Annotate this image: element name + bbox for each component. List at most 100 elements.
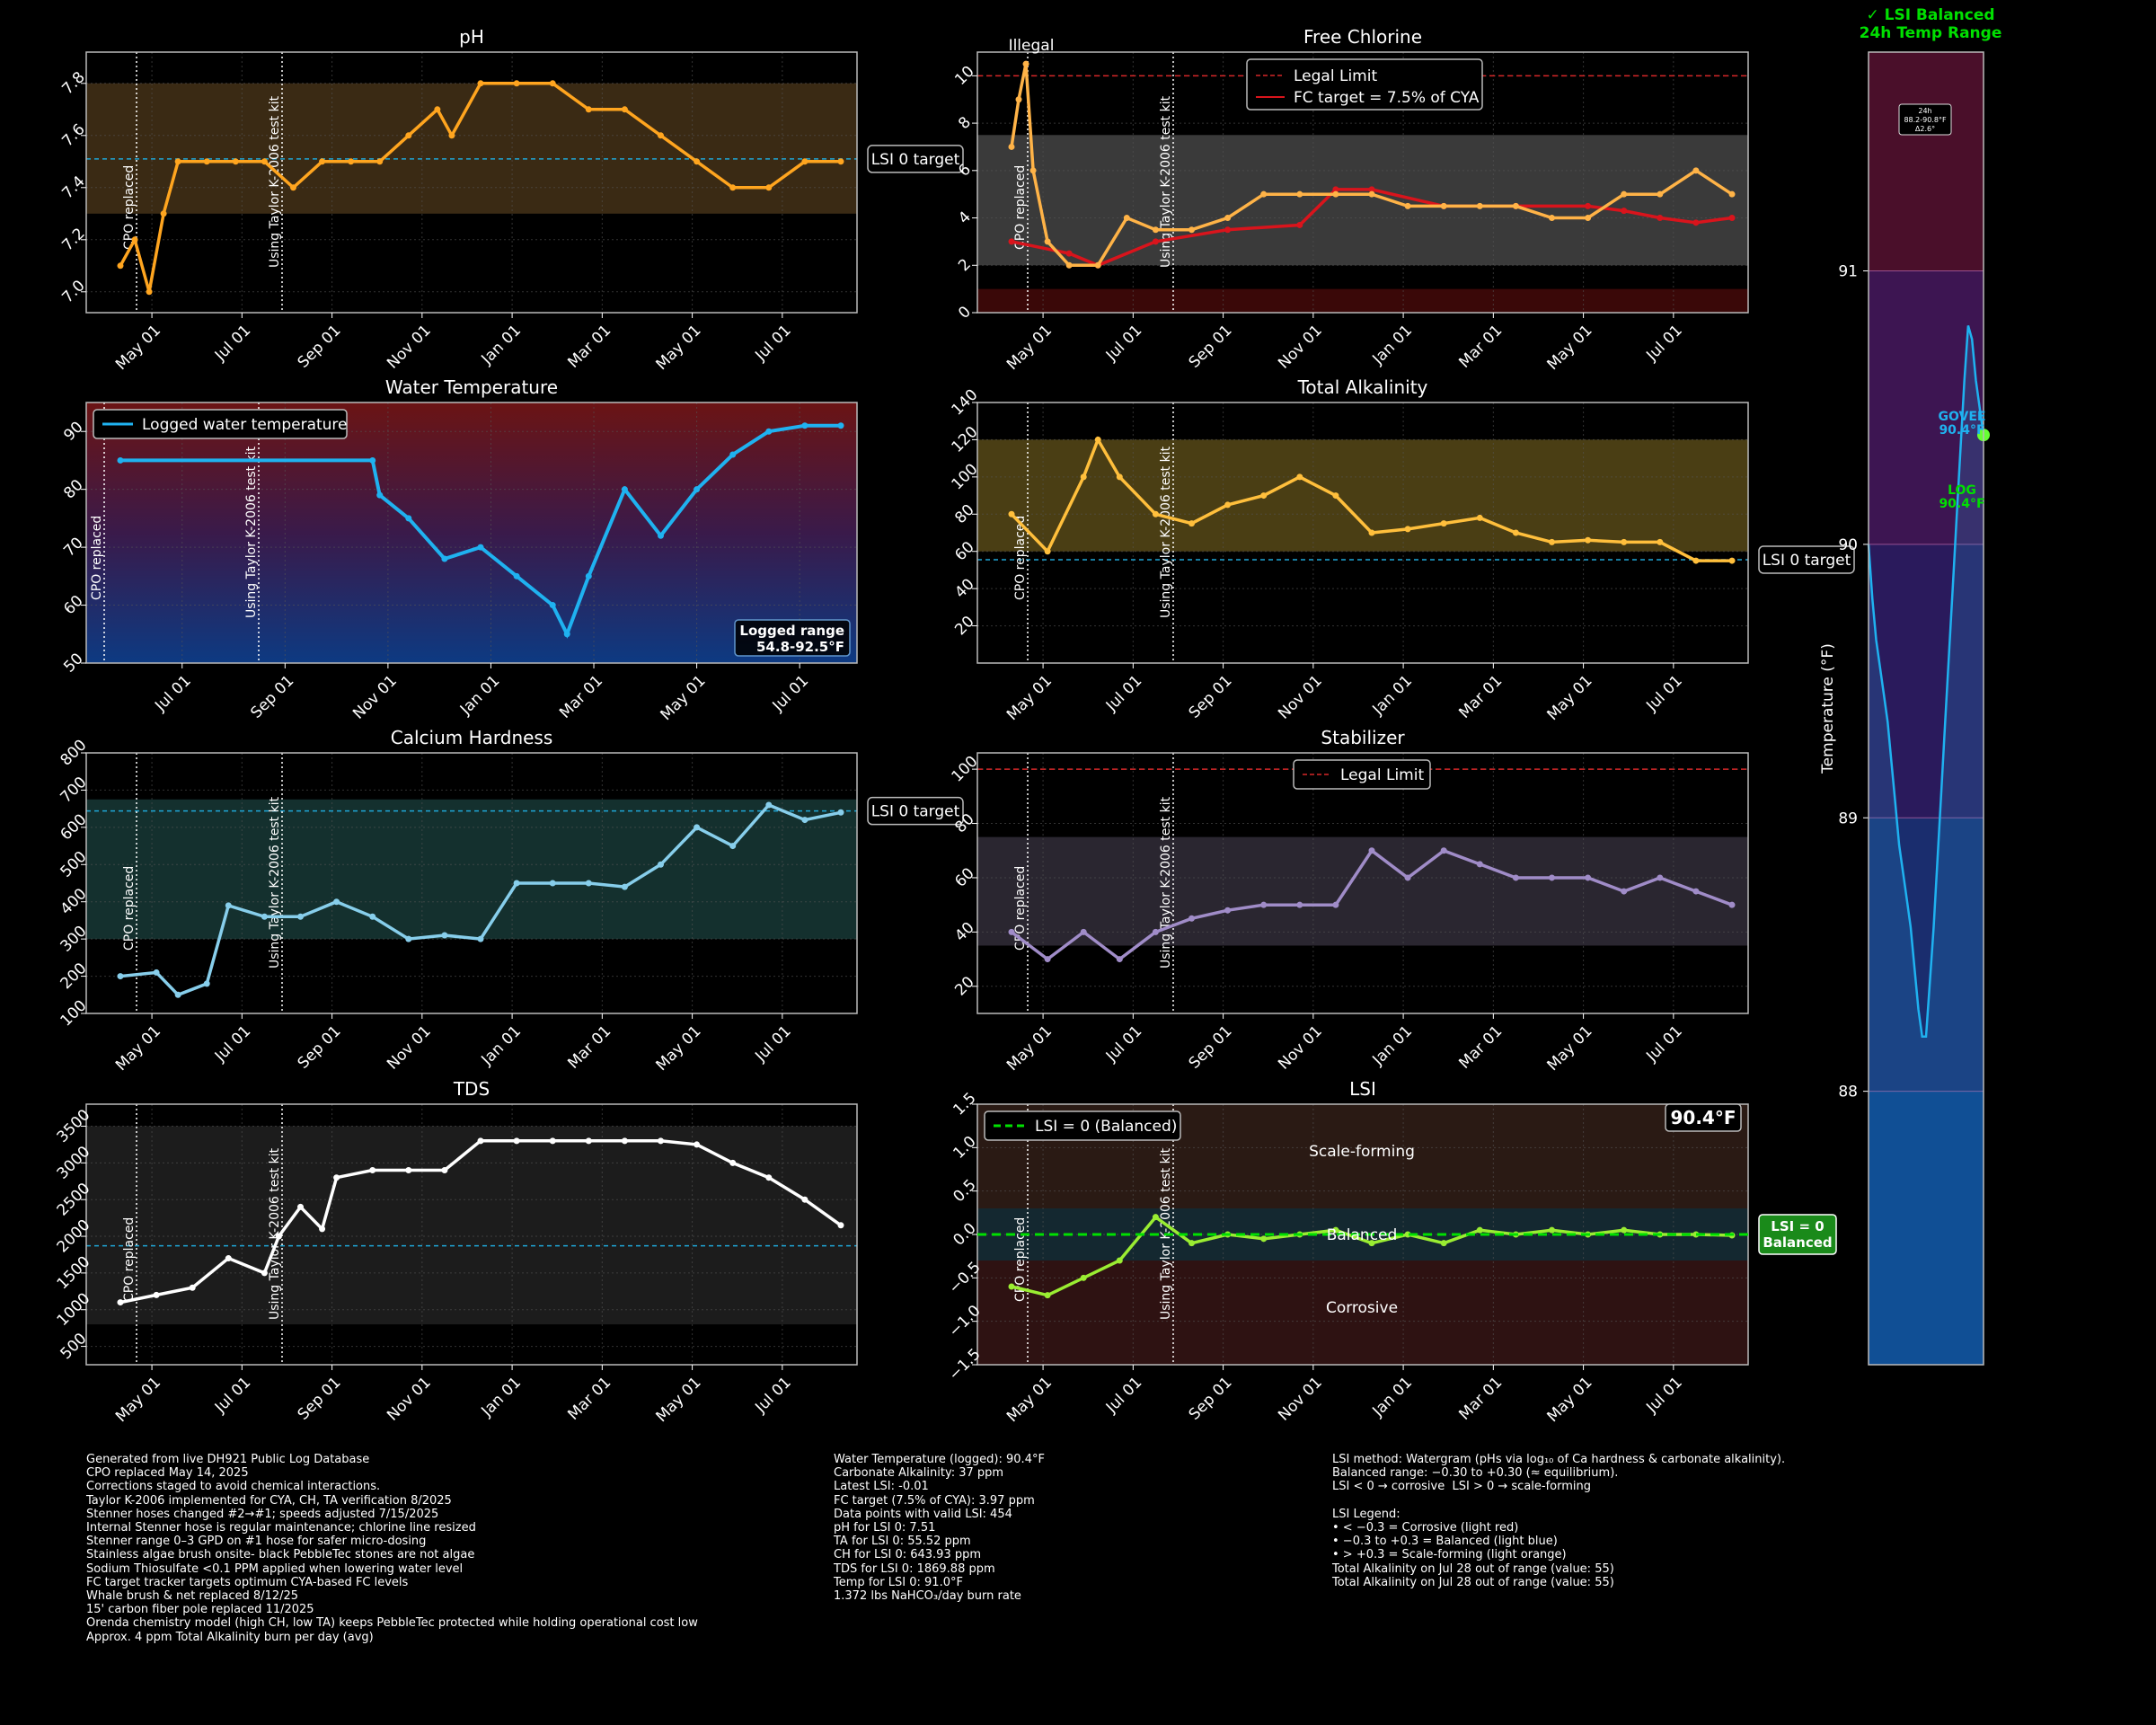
data-point-lsi-8-12 xyxy=(1440,1240,1447,1247)
data-point-tds-7-8 xyxy=(333,1174,340,1181)
data-point-cya-6-20 xyxy=(1728,901,1736,908)
x-tick-label: Jul 01 xyxy=(751,322,794,365)
data-point-ch-5-16 xyxy=(658,861,664,868)
y-tick-label: 10 xyxy=(951,63,977,89)
data-point-ph-0-15 xyxy=(477,80,484,87)
data-point-ta-4-17 xyxy=(1585,536,1592,544)
y-tick-label: 90 xyxy=(60,419,86,445)
y-tick-label: 7.4 xyxy=(58,172,88,202)
y-tick-label: 7.6 xyxy=(58,120,88,150)
cpo-replaced-label: CPO replaced xyxy=(122,1217,137,1302)
data-point-lsi-8-13 xyxy=(1476,1226,1483,1234)
x-tick-label: Jul 01 xyxy=(1102,672,1145,715)
y-tick-label: 200 xyxy=(57,960,90,993)
data-point-ph-0-18 xyxy=(585,106,592,113)
data-point-ph-0-9 xyxy=(319,158,326,165)
low-band xyxy=(977,288,1748,313)
y-tick-label: 120 xyxy=(948,423,981,456)
data-point-tds-7-20 xyxy=(765,1174,773,1181)
legend-label-lsi: LSI = 0 (Balanced) xyxy=(1035,1118,1177,1136)
note-line: Generated from live DH921 Public Log Dat… xyxy=(86,1453,370,1466)
data-point-temp-3-16 xyxy=(837,422,844,429)
data-point-ph-0-4 xyxy=(174,158,181,165)
temp-badge: 90.4°F xyxy=(1670,1107,1736,1128)
data-point-tds-7-1 xyxy=(153,1291,160,1298)
data-point-fc-2-7 xyxy=(1368,186,1375,193)
data-point-ph-0-3 xyxy=(160,210,167,217)
sidebar-temp-line xyxy=(1867,325,1985,1038)
x-tick-label: May 01 xyxy=(1003,322,1056,374)
data-point-ta-4-4 xyxy=(1116,473,1123,481)
data-point-ch-5-20 xyxy=(801,817,808,824)
x-tick-label: Jul 01 xyxy=(1102,1022,1145,1066)
x-tick-label: Jul 01 xyxy=(1642,1022,1685,1066)
data-point-ph-0-8 xyxy=(289,184,296,191)
data-point-ph-0-6 xyxy=(232,158,239,165)
notes-column-3: LSI method: Watergram (pHs via log₁₀ of … xyxy=(1332,1453,1785,1589)
data-point-cya-6-6 xyxy=(1224,907,1232,914)
x-tick-label: Nov 01 xyxy=(1275,672,1326,723)
data-point-fc-1-21 xyxy=(1621,190,1628,198)
x-tick-label: Jul 01 xyxy=(1102,1374,1145,1417)
note-line: Carbonate Alkalinity: 37 ppm xyxy=(834,1466,1004,1481)
illegal-label: Illegal xyxy=(1009,37,1055,55)
data-point-fc-1-2 xyxy=(1022,60,1029,67)
series-line-ch-5 xyxy=(119,802,842,997)
y-tick-label: 100 xyxy=(948,460,981,493)
x-tick-label: Jan 01 xyxy=(478,1022,526,1070)
cpo-replaced-label: CPO replaced xyxy=(122,165,137,250)
note-line: CPO replaced May 14, 2025 xyxy=(86,1466,249,1481)
y-tick-label: 20 xyxy=(951,973,977,999)
data-point-ta-4-7 xyxy=(1224,501,1232,509)
data-point-tds-7-6 xyxy=(297,1203,304,1210)
govee-label-line2: 90.4°F xyxy=(1939,423,1984,438)
x-tick-label: Jul 01 xyxy=(211,322,254,365)
x-tick-label: Jan 01 xyxy=(478,1374,526,1421)
data-point-ta-4-3 xyxy=(1094,436,1101,443)
note-line: TDS for LSI 0: 1869.88 ppm xyxy=(834,1561,995,1576)
legend-box xyxy=(1246,58,1483,111)
data-point-tds-7-2 xyxy=(189,1284,196,1291)
data-point-tds-7-11 xyxy=(441,1167,448,1174)
data-point-fc-1-20 xyxy=(1585,215,1592,222)
data-point-lsi-8-7 xyxy=(1260,1235,1268,1243)
x-tick-label: Nov 01 xyxy=(1275,1374,1326,1425)
cpo-replaced-label: CPO replaced xyxy=(1013,516,1028,600)
data-point-fc-1-7 xyxy=(1123,215,1130,222)
data-point-tds-7-18 xyxy=(694,1141,701,1148)
x-tick-label: Nov 01 xyxy=(384,1022,435,1074)
chart-title: TDS xyxy=(453,1078,490,1100)
data-point-ch-5-8 xyxy=(369,913,376,920)
panel-tds: CPO replaced Using Taylor K-2006 test kit… xyxy=(54,1078,858,1426)
data-point-fc-2-1 xyxy=(1065,250,1073,257)
data-point-ph-0-16 xyxy=(513,80,520,87)
x-tick-label: Nov 01 xyxy=(1275,1022,1326,1074)
data-point-lsi-8-4 xyxy=(1152,1214,1159,1221)
data-point-fc-1-22 xyxy=(1657,190,1664,198)
data-point-temp-3-3 xyxy=(405,515,412,522)
note-line xyxy=(1332,1494,1785,1508)
data-point-ph-0-2 xyxy=(146,288,153,296)
note-line: TA for LSI 0: 55.52 ppm xyxy=(834,1535,971,1549)
logged-range-box xyxy=(734,619,851,657)
note-line: LSI Legend: xyxy=(1332,1507,1401,1521)
x-tick-label: Nov 01 xyxy=(349,672,401,723)
test-kit-label: Using Taylor K-2006 test kit xyxy=(244,446,259,618)
data-point-ta-4-11 xyxy=(1368,529,1375,536)
data-point-ch-5-18 xyxy=(729,843,737,850)
data-point-fc-1-13 xyxy=(1332,190,1339,198)
sidebar-temp-area xyxy=(1869,325,1984,1365)
chart-title: Free Chlorine xyxy=(1303,26,1422,48)
notes-column-2: Water Temperature (logged): 90.4°F Carbon… xyxy=(834,1453,1045,1603)
data-point-lsi-8-5 xyxy=(1188,1240,1195,1247)
data-point-fc-1-3 xyxy=(1029,167,1037,174)
x-tick-label: Jan 01 xyxy=(1369,322,1417,369)
legend-label-legal: Legal Limit xyxy=(1340,766,1424,784)
legend-box xyxy=(984,1110,1181,1141)
temp-gradient-band xyxy=(86,402,857,663)
target-band xyxy=(86,799,857,940)
y-tick-label: 140 xyxy=(948,385,981,419)
y-tick-label: 100 xyxy=(948,753,981,786)
note-line: Internal Stenner hose is regular mainten… xyxy=(86,1521,476,1535)
